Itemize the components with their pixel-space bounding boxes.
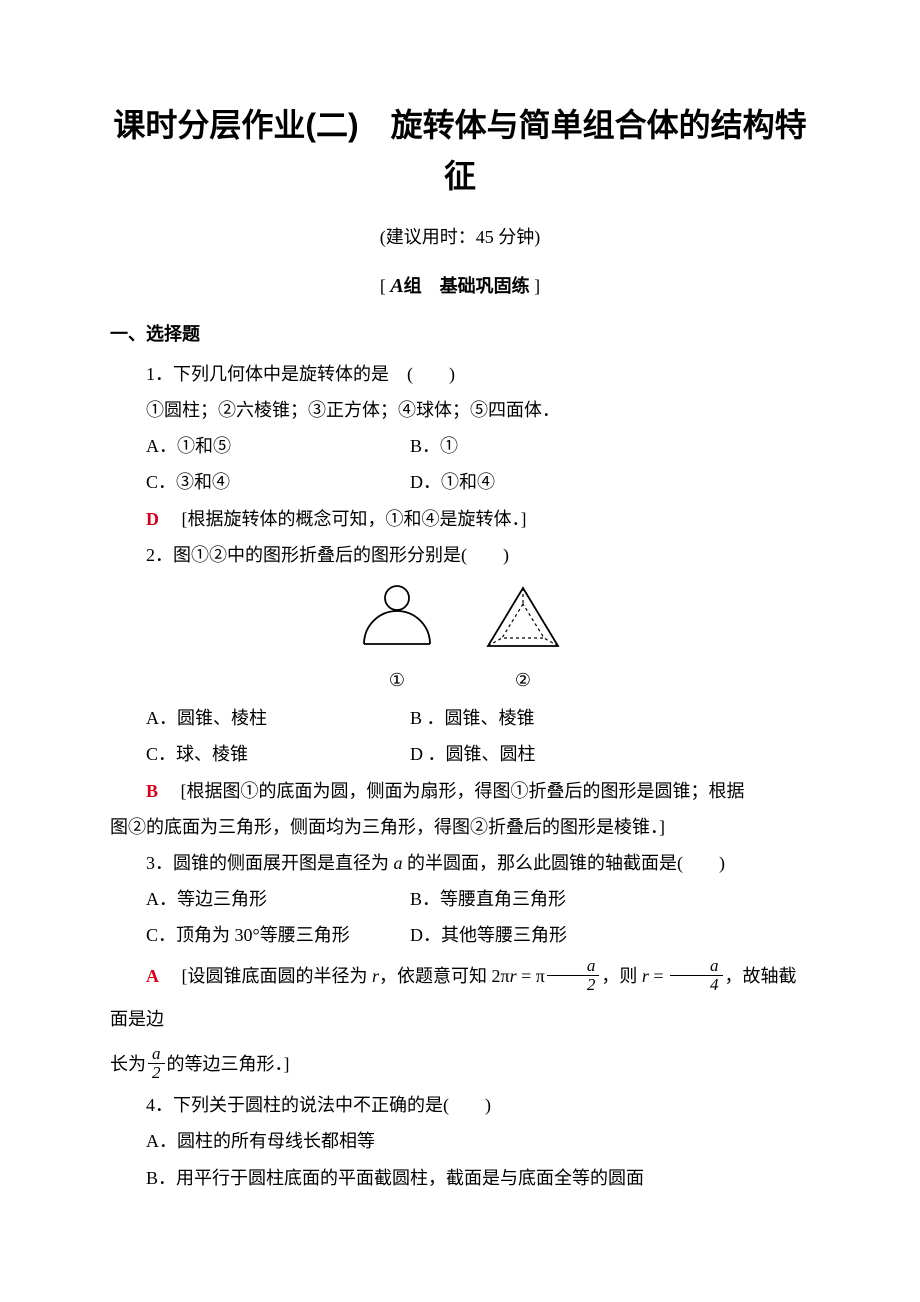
q2-answer-text1: [根据图①的底面为圆，侧面为扇形，得图①折叠后的图形是圆锥；根据	[181, 781, 745, 801]
q3-stem: 3．圆锥的侧面展开图是直径为 a 的半圆面，那么此圆锥的轴截面是( )	[110, 846, 810, 880]
q3-ans-p3: = π	[517, 966, 545, 986]
group-letter: A	[390, 275, 403, 297]
q1-optC: C．③和④	[110, 465, 410, 499]
q2-spacer	[163, 781, 181, 801]
q2-answer-letter: B	[146, 781, 158, 801]
q3-var-a: a	[394, 853, 403, 873]
q3-optA: A．等边三角形	[110, 882, 410, 916]
q2-diagram2: ②	[478, 582, 568, 697]
q2-diagram2-label: ②	[478, 663, 568, 697]
q3-options-row2: C．顶角为 30°等腰三角形 D．其他等腰三角形	[110, 918, 810, 952]
q1-optA: A．①和⑤	[110, 429, 410, 463]
q1-options-row1: A．①和⑤ B．①	[110, 429, 810, 463]
q1-optD: D．①和④	[410, 465, 810, 499]
group-text: 组 基础巩固练	[404, 276, 530, 296]
q2-diagrams: ① ②	[110, 582, 810, 697]
q1-items: ①圆柱；②六棱锥；③正方体；④球体；⑤四面体．	[110, 393, 810, 427]
q2-optD: D ．圆锥、圆柱	[410, 737, 810, 771]
q3-line2-post: 的等边三角形．]	[167, 1054, 290, 1074]
q4-optB: B．用平行于圆柱底面的平面截圆柱，截面是与底面全等的圆面	[110, 1161, 810, 1195]
q4-stem: 4．下列关于圆柱的说法中不正确的是( )	[110, 1088, 810, 1122]
q2-options-row1: A．圆锥、棱柱 B ．圆锥、棱锥	[110, 701, 810, 735]
q3-answer-letter: A	[146, 966, 159, 986]
q3-optB: B．等腰直角三角形	[410, 882, 810, 916]
q2-optC: C．球、棱锥	[110, 737, 410, 771]
q2-stem: 2．图①②中的图形折叠后的图形分别是( )	[110, 538, 810, 572]
bracket-left: [	[380, 276, 386, 296]
q3-optC: C．顶角为 30°等腰三角形	[110, 918, 410, 952]
q1-answer-body: [根据旋转体的概念可知，①和④是旋转体．]	[182, 509, 527, 529]
q1-answer-letter: D	[146, 509, 159, 529]
q1-answer: D [根据旋转体的概念可知，①和④是旋转体．]	[110, 502, 810, 536]
time-suggestion: (建议用时：45 分钟)	[110, 220, 810, 254]
q3-frac1-num: a	[547, 957, 600, 976]
q1-options-row2: C．③和④ D．①和④	[110, 465, 810, 499]
q3-frac3-den: 2	[148, 1064, 165, 1082]
q3-frac2-den: 4	[670, 976, 723, 994]
q3-options-row1: A．等边三角形 B．等腰直角三角形	[110, 882, 810, 916]
q1-answer-text	[164, 509, 182, 529]
q3-frac2: a4	[670, 957, 723, 994]
q3-optD: D．其他等腰三角形	[410, 918, 810, 952]
q3-line2-pre: 长为	[110, 1054, 146, 1074]
q2-diagram1: ①	[352, 582, 442, 697]
q2-optB: B ．圆锥、棱锥	[410, 701, 810, 735]
q3-frac3-num: a	[148, 1045, 165, 1064]
q3-ans-p5: =	[649, 966, 668, 986]
q3-frac2-num: a	[670, 957, 723, 976]
q4-optA: A．圆柱的所有母线长都相等	[110, 1124, 810, 1158]
q2-options-row2: C．球、棱锥 D ．圆锥、圆柱	[110, 737, 810, 771]
q2-answer-line2: 图②的底面为三角形，侧面均为三角形，得图②折叠后的图形是棱锥．]	[110, 810, 810, 844]
bracket-right: ]	[534, 276, 540, 296]
q3-ans-p1: [设圆锥底面圆的半径为	[182, 966, 373, 986]
q1-stem: 1．下列几何体中是旋转体的是 ( )	[110, 357, 810, 391]
q3-var-r1: r	[372, 966, 379, 986]
q3-stem-post: 的半圆面，那么此圆锥的轴截面是( )	[403, 853, 726, 873]
q2-optA: A．圆锥、棱柱	[110, 701, 410, 735]
q3-ans-p2: ，依题意可知 2π	[379, 966, 510, 986]
cone-net-icon	[352, 582, 442, 652]
q2-diagram1-label: ①	[352, 663, 442, 697]
page-title: 课时分层作业(二) 旋转体与简单组合体的结构特征	[110, 100, 810, 202]
q3-frac3: a2	[148, 1045, 165, 1082]
group-label: [ A组 基础巩固练 ]	[110, 267, 810, 305]
q2-answer-line1: B [根据图①的底面为圆，侧面为扇形，得图①折叠后的图形是圆锥；根据	[110, 774, 810, 808]
q3-answer-line2: 长为a2的等边三角形．]	[110, 1043, 810, 1086]
q1-optB: B．①	[410, 429, 810, 463]
q3-frac1-den: 2	[547, 976, 600, 994]
pyramid-net-icon	[478, 582, 568, 652]
q3-var-r2: r	[510, 966, 517, 986]
q3-answer-line1: A [设圆锥底面圆的半径为 r，依题意可知 2πr = πa2，则 r = a4…	[110, 955, 810, 1041]
q3-frac1: a2	[547, 957, 600, 994]
q3-stem-pre: 3．圆锥的侧面展开图是直径为	[146, 853, 394, 873]
q3-spacer	[164, 966, 182, 986]
q3-ans-p4: ，则	[601, 966, 642, 986]
q3-var-r3: r	[642, 966, 649, 986]
section-heading: 一、选择题	[110, 317, 810, 351]
